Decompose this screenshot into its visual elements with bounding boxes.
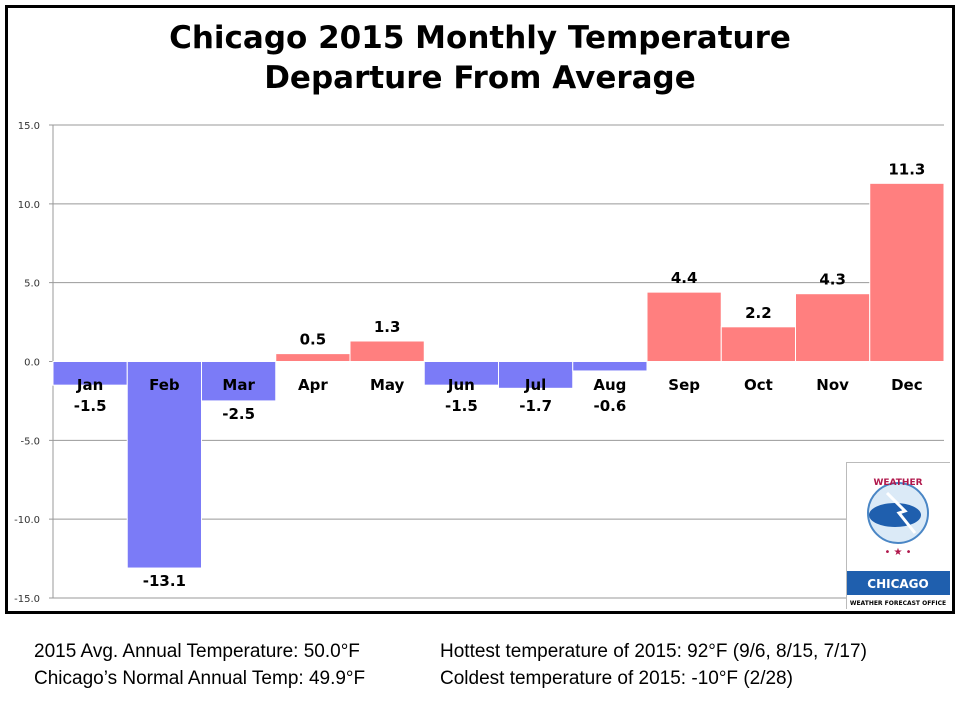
bar-nov [795, 293, 871, 363]
svg-text:• ★ •: • ★ • [884, 547, 911, 558]
y-tick-label: 5.0 [24, 279, 40, 290]
data-label: -13.1 [143, 572, 186, 590]
x-tick-label: Mar [222, 376, 255, 394]
bar-dec [869, 182, 945, 362]
x-tick-label: Dec [891, 376, 923, 394]
x-tick-label: Oct [744, 376, 773, 394]
x-tick-label: Apr [298, 376, 328, 394]
data-label: -1.5 [74, 397, 107, 415]
data-label: -1.7 [519, 397, 552, 415]
bar-feb [126, 361, 202, 569]
y-tick-label: -5.0 [20, 436, 40, 447]
data-label: -0.6 [593, 397, 626, 415]
footer-normal: Chicago’s Normal Annual Temp: 49.9°F [34, 668, 366, 689]
y-tick-label: 10.0 [18, 200, 40, 211]
bar-mar [201, 361, 277, 402]
bar-oct [720, 326, 796, 362]
logo-office: CHICAGO [867, 577, 928, 591]
chart-title: Chicago 2015 Monthly Temperature Departu… [0, 18, 960, 98]
footer-avg: 2015 Avg. Annual Temperature: 50.0°F [34, 641, 360, 662]
y-tick-label: -15.0 [14, 594, 40, 605]
footer-coldest: Coldest temperature of 2015: -10°F (2/28… [440, 668, 793, 689]
x-tick-label: May [370, 376, 405, 394]
data-label: -1.5 [445, 397, 478, 415]
y-tick-label: 15.0 [18, 121, 40, 132]
data-label: -2.5 [222, 405, 255, 423]
nws-logo: WEATHER • ★ • CHICAGO WEATHER FORECAST O… [846, 462, 950, 609]
data-label: 4.3 [819, 271, 846, 289]
data-label: 11.3 [888, 160, 925, 178]
title-line-2: Departure From Average [264, 60, 696, 96]
footer-hottest: Hottest temperature of 2015: 92°F (9/6, … [440, 641, 867, 662]
y-tick-label: -10.0 [14, 515, 40, 526]
data-label: 2.2 [745, 304, 772, 322]
data-label: 4.4 [671, 269, 698, 287]
svg-text:WEATHER: WEATHER [873, 478, 922, 488]
x-tick-label: Jan [76, 376, 103, 394]
x-tick-label: Jun [447, 376, 475, 394]
data-label: 0.5 [300, 331, 327, 349]
title-line-1: Chicago 2015 Monthly Temperature [169, 20, 791, 56]
x-tick-label: Aug [593, 376, 626, 394]
x-tick-label: Sep [668, 376, 700, 394]
bar-jul [498, 361, 574, 389]
bar-apr [275, 353, 351, 363]
data-label: 1.3 [374, 318, 401, 336]
bar-sep [646, 291, 722, 363]
x-tick-label: Jul [524, 376, 546, 394]
bar-may [349, 340, 425, 362]
x-tick-label: Feb [149, 376, 180, 394]
logo-subtitle: WEATHER FORECAST OFFICE [850, 600, 946, 607]
y-tick-label: 0.0 [24, 358, 40, 369]
x-tick-label: Nov [816, 376, 849, 394]
bar-aug [572, 361, 648, 372]
